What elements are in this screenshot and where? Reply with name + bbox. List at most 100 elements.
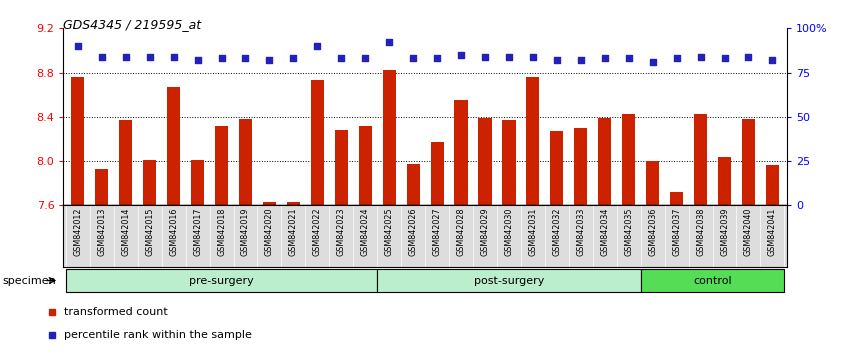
- Point: [287, 56, 300, 61]
- Point: [143, 54, 157, 59]
- FancyBboxPatch shape: [377, 269, 640, 292]
- Bar: [454, 100, 468, 205]
- Text: GSM842024: GSM842024: [360, 207, 370, 256]
- Point: [670, 56, 684, 61]
- Point: [119, 54, 133, 59]
- Bar: [718, 157, 731, 205]
- Bar: [742, 119, 755, 205]
- Point: [191, 57, 205, 63]
- Text: GSM842019: GSM842019: [241, 207, 250, 256]
- Text: GSM842037: GSM842037: [672, 207, 681, 256]
- Bar: [382, 70, 396, 205]
- Text: GSM842029: GSM842029: [481, 207, 490, 256]
- Bar: [335, 130, 348, 205]
- Bar: [287, 202, 300, 205]
- Point: [382, 40, 396, 45]
- Point: [598, 56, 612, 61]
- Bar: [143, 160, 157, 205]
- Point: [334, 56, 348, 61]
- Text: GSM842030: GSM842030: [504, 207, 514, 256]
- Text: GSM842023: GSM842023: [337, 207, 346, 256]
- Bar: [263, 202, 276, 205]
- Bar: [766, 166, 779, 205]
- Text: percentile rank within the sample: percentile rank within the sample: [64, 330, 252, 340]
- Text: GSM842033: GSM842033: [576, 207, 585, 256]
- Text: GSM842039: GSM842039: [720, 207, 729, 256]
- Point: [454, 52, 468, 58]
- Text: control: control: [693, 275, 732, 286]
- Text: GSM842040: GSM842040: [744, 207, 753, 256]
- Text: GSM842016: GSM842016: [169, 207, 179, 256]
- Text: GSM842015: GSM842015: [146, 207, 154, 256]
- Bar: [239, 119, 252, 205]
- Text: GSM842020: GSM842020: [265, 207, 274, 256]
- Text: GSM842025: GSM842025: [385, 207, 393, 256]
- Text: GSM842021: GSM842021: [288, 207, 298, 256]
- FancyBboxPatch shape: [66, 269, 377, 292]
- Point: [310, 43, 324, 49]
- Point: [526, 54, 540, 59]
- Bar: [574, 128, 587, 205]
- Point: [167, 54, 180, 59]
- Text: GSM842013: GSM842013: [97, 207, 107, 256]
- Point: [262, 57, 276, 63]
- Point: [359, 56, 372, 61]
- Point: [431, 56, 444, 61]
- Text: specimen: specimen: [3, 275, 57, 286]
- Point: [215, 56, 228, 61]
- Point: [766, 57, 779, 63]
- Bar: [359, 126, 372, 205]
- Point: [622, 56, 635, 61]
- Bar: [503, 120, 515, 205]
- Bar: [622, 114, 635, 205]
- Text: GSM842031: GSM842031: [529, 207, 537, 256]
- Bar: [96, 169, 108, 205]
- Text: GSM842027: GSM842027: [432, 207, 442, 256]
- Text: GSM842036: GSM842036: [648, 207, 657, 256]
- Text: GSM842038: GSM842038: [696, 207, 705, 256]
- Bar: [598, 118, 612, 205]
- Point: [503, 54, 516, 59]
- Text: GSM842034: GSM842034: [601, 207, 609, 256]
- Point: [478, 54, 492, 59]
- Text: GSM842018: GSM842018: [217, 207, 226, 256]
- Text: GDS4345 / 219595_at: GDS4345 / 219595_at: [63, 18, 201, 31]
- Text: GSM842028: GSM842028: [457, 207, 465, 256]
- Text: pre-surgery: pre-surgery: [190, 275, 254, 286]
- Bar: [119, 120, 132, 205]
- Text: transformed count: transformed count: [64, 307, 168, 316]
- Bar: [215, 126, 228, 205]
- Text: GSM842035: GSM842035: [624, 207, 633, 256]
- Point: [95, 54, 108, 59]
- Bar: [526, 77, 540, 205]
- Bar: [670, 192, 684, 205]
- Point: [694, 54, 707, 59]
- Text: GSM842041: GSM842041: [768, 207, 777, 256]
- Point: [574, 57, 588, 63]
- Text: post-surgery: post-surgery: [474, 275, 544, 286]
- Bar: [694, 114, 707, 205]
- Point: [71, 43, 85, 49]
- Text: GSM842022: GSM842022: [313, 207, 321, 256]
- Point: [239, 56, 252, 61]
- Point: [742, 54, 755, 59]
- Bar: [550, 131, 563, 205]
- Bar: [167, 87, 180, 205]
- Text: GSM842032: GSM842032: [552, 207, 562, 256]
- Point: [550, 57, 563, 63]
- Bar: [191, 160, 204, 205]
- Bar: [71, 77, 85, 205]
- Bar: [310, 80, 324, 205]
- Text: GSM842012: GSM842012: [74, 207, 82, 256]
- Point: [717, 56, 731, 61]
- Bar: [646, 161, 659, 205]
- FancyBboxPatch shape: [640, 269, 784, 292]
- Text: GSM842017: GSM842017: [193, 207, 202, 256]
- Bar: [478, 118, 492, 205]
- Bar: [407, 164, 420, 205]
- Bar: [431, 142, 443, 205]
- Text: GSM842026: GSM842026: [409, 207, 418, 256]
- Point: [645, 59, 659, 65]
- Text: GSM842014: GSM842014: [121, 207, 130, 256]
- Point: [406, 56, 420, 61]
